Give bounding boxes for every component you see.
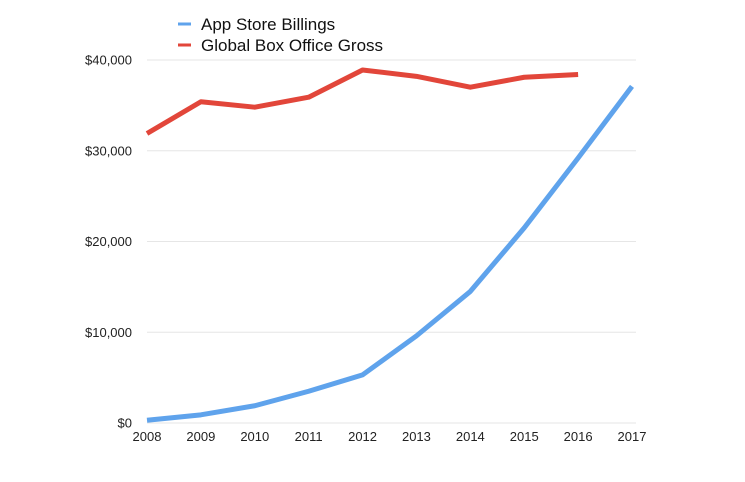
series-lines — [145, 67, 635, 423]
x-tick-label: 2012 — [348, 429, 377, 444]
data-point — [522, 225, 527, 230]
y-tick-label: $30,000 — [85, 143, 132, 158]
data-point — [414, 74, 419, 79]
data-point — [360, 372, 365, 377]
x-tick-label: 2017 — [618, 429, 647, 444]
data-point — [145, 418, 150, 423]
data-point — [306, 389, 311, 394]
data-point — [252, 403, 257, 408]
x-tick-label: 2009 — [186, 429, 215, 444]
series-line-app-store-billings — [146, 84, 634, 423]
y-axis: $0 $10,000 $20,000 $30,000 $40,000 — [85, 53, 132, 431]
x-tick-label: 2015 — [510, 429, 539, 444]
x-tick-label: 2014 — [456, 429, 485, 444]
data-point — [414, 333, 419, 338]
x-tick-label: 2008 — [133, 429, 162, 444]
data-point — [468, 289, 473, 294]
data-point — [468, 85, 473, 90]
data-point — [522, 75, 527, 80]
x-axis: 2008 2009 2010 2011 2012 2013 2014 2015 2016 2017 — [133, 429, 647, 444]
data-point — [252, 105, 257, 110]
y-tick-label: $10,000 — [85, 325, 132, 340]
series-line-global-box-office-gross — [145, 67, 579, 136]
x-tick-label: 2016 — [564, 429, 593, 444]
data-point — [145, 131, 150, 136]
gridlines — [147, 59, 636, 424]
data-point — [576, 72, 581, 77]
data-point — [306, 95, 311, 100]
x-tick-label: 2011 — [295, 429, 323, 444]
legend-label: App Store Billings — [201, 15, 335, 34]
data-point — [360, 67, 365, 72]
y-tick-label: $0 — [118, 416, 132, 431]
y-tick-label: $20,000 — [85, 234, 132, 249]
data-point — [630, 84, 635, 89]
legend: App Store Billings Global Box Office Gros… — [178, 15, 383, 55]
legend-label: Global Box Office Gross — [201, 36, 383, 55]
y-tick-label: $40,000 — [85, 53, 132, 68]
x-tick-label: 2013 — [402, 429, 431, 444]
x-tick-label: 2010 — [240, 429, 269, 444]
data-point — [198, 412, 203, 417]
data-point — [576, 156, 581, 161]
data-point — [198, 99, 203, 104]
